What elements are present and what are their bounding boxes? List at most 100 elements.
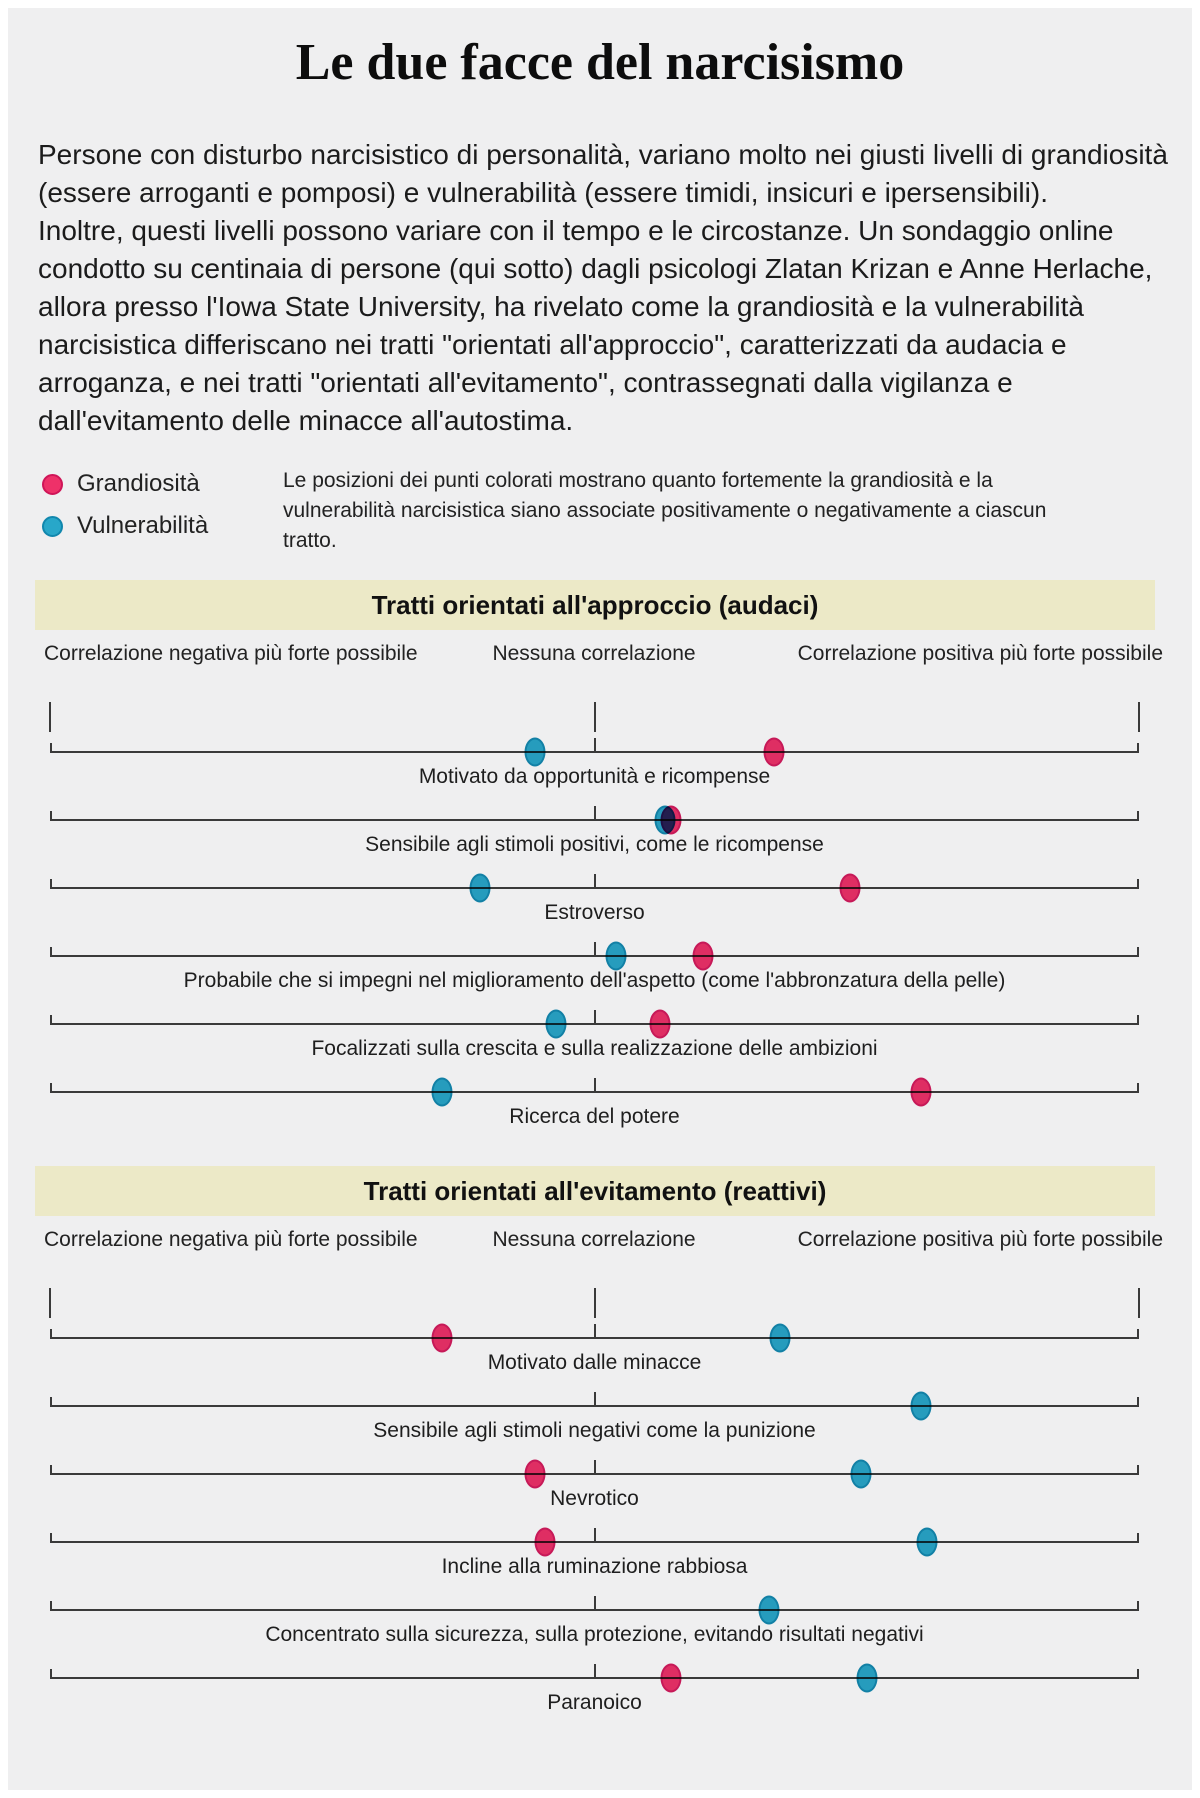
- grandiosity-dot: [649, 1009, 671, 1039]
- axis-tick: [1138, 702, 1140, 732]
- axis-tick-row: [49, 702, 1140, 732]
- trait-label: Paranoico: [547, 1691, 642, 1714]
- zero-tick: [593, 1596, 596, 1609]
- legend-item-grandiosity: Grandiosità: [42, 470, 283, 498]
- vulnerability-dot: [916, 1527, 938, 1557]
- trait-section-1: Tratti orientati all'approccio (audaci) C…: [8, 580, 1192, 1142]
- trait-row: Probabile che si impegni nel miglioramen…: [8, 938, 1192, 1006]
- legend-note: Le posizioni dei punti colorati mostrano…: [283, 469, 1047, 552]
- trait-label: Estroverso: [544, 901, 645, 924]
- grandiosity-dot: [763, 737, 785, 767]
- trait-row: Concentrato sulla sicurezza, sulla prote…: [8, 1592, 1192, 1660]
- axis-label-positive: Correlazione positiva più forte possibil…: [797, 642, 1163, 665]
- infographic-canvas: Le due facce del narcisismo Persone con …: [8, 8, 1192, 1790]
- zero-tick: [593, 1528, 596, 1541]
- trait-label: Probabile che si impegni nel miglioramen…: [183, 969, 1006, 992]
- trait-row: Nevrotico: [8, 1456, 1192, 1524]
- trait-row: Sensibile agli stimoli positivi, come le…: [8, 802, 1192, 870]
- grandiosity-dot: [839, 873, 861, 903]
- zero-tick: [593, 942, 596, 955]
- scale-line: [50, 947, 1139, 957]
- axis-label-zero: Nessuna correlazione: [492, 1228, 696, 1251]
- vulnerability-dot: [769, 1323, 791, 1353]
- grandiosity-dot: [692, 941, 714, 971]
- scale-line: [50, 811, 1139, 821]
- axis-tick: [593, 1288, 596, 1318]
- grandiosity-dot: [660, 1663, 682, 1693]
- trait-label: Ricerca del potere: [509, 1105, 680, 1128]
- axis-tick: [49, 702, 51, 732]
- trait-rows: Motivato dalle minacce Sensibile agli sti…: [8, 1320, 1192, 1728]
- legend: Grandiosità Vulnerabilità Le posizioni d…: [42, 464, 1192, 556]
- trait-section-2: Tratti orientati all'evitamento (reattiv…: [8, 1166, 1192, 1728]
- grandiosity-dot: [910, 1077, 932, 1107]
- page-title: Le due facce del narcisismo: [295, 34, 905, 91]
- section-header: Tratti orientati all'approccio (audaci): [35, 580, 1155, 630]
- trait-row: Sensibile agli stimoli negativi come la …: [8, 1388, 1192, 1456]
- vulnerability-dot: [545, 1009, 567, 1039]
- scale-line: [50, 1015, 1139, 1025]
- zero-tick: [593, 1392, 596, 1405]
- zero-tick: [593, 738, 596, 751]
- zero-tick: [593, 806, 596, 819]
- axis-label-positive: Correlazione positiva più forte possibil…: [797, 1228, 1163, 1251]
- scale-line: [50, 1601, 1139, 1611]
- scale-line: [50, 1083, 1139, 1093]
- axis-label-negative: Correlazione negativa più forte possibil…: [44, 1228, 418, 1251]
- zero-tick: [593, 1460, 596, 1473]
- axis-labels: Correlazione negativa più forte possibil…: [8, 642, 1192, 668]
- trait-label: Incline alla ruminazione rabbiosa: [441, 1555, 748, 1578]
- vulnerability-dot: [856, 1663, 878, 1693]
- vulnerability-dot: [605, 941, 627, 971]
- scale-line: [50, 1397, 1139, 1407]
- trait-row: Ricerca del potere: [8, 1074, 1192, 1142]
- section-title: Tratti orientati all'approccio (audaci): [371, 589, 819, 620]
- trait-label: Concentrato sulla sicurezza, sulla prote…: [265, 1623, 924, 1646]
- scale-line: [50, 1533, 1139, 1543]
- zero-tick: [593, 874, 596, 887]
- trait-row: Focalizzati sulla crescita e sulla reali…: [8, 1006, 1192, 1074]
- vulnerability-legend-dot-icon: [42, 515, 63, 537]
- axis-label-negative: Correlazione negativa più forte possibil…: [44, 642, 418, 665]
- scale-line: [50, 1329, 1139, 1339]
- trait-row: Motivato da opportunità e ricompense: [8, 734, 1192, 802]
- trait-row: Paranoico: [8, 1660, 1192, 1728]
- axis-label-zero: Nessuna correlazione: [492, 642, 696, 665]
- grandiosity-dot: [524, 1459, 546, 1489]
- axis-tick: [49, 1288, 51, 1318]
- section-title: Tratti orientati all'evitamento (reattiv…: [363, 1175, 827, 1206]
- intro-paragraph-1: Persone con disturbo narcisistico di per…: [38, 139, 1168, 208]
- trait-rows: Motivato da opportunità e ricompense Sens…: [8, 734, 1192, 1142]
- vulnerability-dot: [758, 1595, 780, 1625]
- section-header: Tratti orientati all'evitamento (reattiv…: [35, 1166, 1155, 1216]
- zero-tick: [593, 1078, 596, 1091]
- grandiosity-dot: [534, 1527, 556, 1557]
- axis-labels: Correlazione negativa più forte possibil…: [8, 1228, 1192, 1254]
- zero-tick: [593, 1010, 596, 1023]
- vulnerability-dot: [910, 1391, 932, 1421]
- trait-label: Motivato dalle minacce: [487, 1351, 702, 1374]
- zero-tick: [593, 1664, 596, 1677]
- grandiosity-legend-label: Grandiosità: [77, 470, 200, 497]
- grandiosity-dot: [431, 1323, 453, 1353]
- vulnerability-dot: [469, 873, 491, 903]
- scale-line: [50, 1465, 1139, 1475]
- trait-label: Sensibile agli stimoli positivi, come le…: [365, 833, 824, 856]
- trait-label: Sensibile agli stimoli negativi come la …: [373, 1419, 816, 1442]
- trait-row: Motivato dalle minacce: [8, 1320, 1192, 1388]
- vulnerability-dot: [850, 1459, 872, 1489]
- scale-line: [50, 1669, 1139, 1679]
- vulnerability-dot: [524, 737, 546, 767]
- trait-row: Estroverso: [8, 870, 1192, 938]
- trait-label: Nevrotico: [550, 1487, 639, 1510]
- chart-sections: Tratti orientati all'approccio (audaci) C…: [8, 580, 1192, 1728]
- axis-tick: [593, 702, 596, 732]
- axis-tick: [1138, 1288, 1140, 1318]
- grandiosity-legend-dot-icon: [42, 473, 63, 495]
- axis-tick-row: [49, 1288, 1140, 1318]
- legend-item-vulnerability: Vulnerabilità: [42, 512, 283, 540]
- scale-line: [50, 743, 1139, 753]
- grandiosity-dot: [660, 805, 682, 835]
- zero-tick: [593, 1324, 596, 1337]
- vulnerability-legend-label: Vulnerabilità: [77, 512, 209, 539]
